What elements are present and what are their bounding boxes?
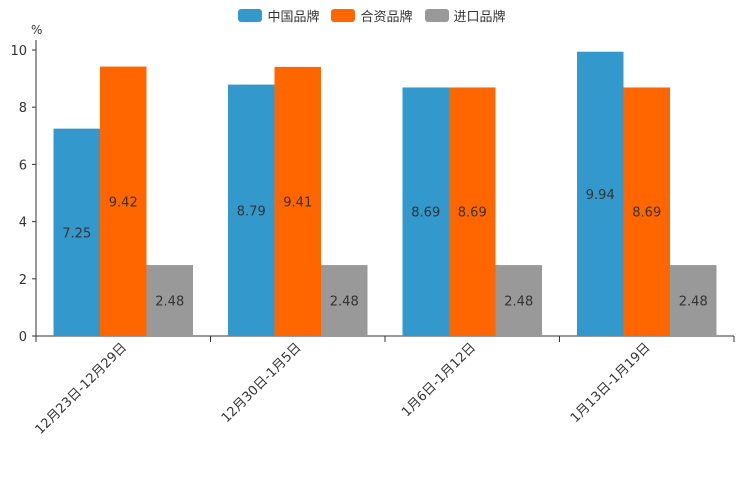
bar — [670, 265, 717, 336]
y-tick-label: 2 — [19, 273, 27, 288]
bar — [146, 265, 193, 336]
bar-data-label: 2.48 — [330, 295, 359, 310]
bar-data-label: 9.94 — [586, 188, 615, 203]
y-tick-label: 6 — [19, 158, 27, 173]
x-category-label: 12月30日-1月5日 — [219, 340, 305, 426]
bar — [53, 128, 100, 336]
x-category-label: 12月23日-12月29日 — [33, 340, 130, 437]
legend-label-domestic: 中国品牌 — [267, 10, 320, 25]
bar-data-label: 2.48 — [155, 295, 184, 310]
legend-item-domestic[interactable]: 中国品牌 — [238, 6, 319, 25]
bar — [321, 265, 368, 336]
bar — [228, 84, 275, 336]
bar-data-label: 8.69 — [411, 206, 440, 221]
y-axis-unit-label: % — [31, 23, 42, 37]
legend-label-imported: 进口品牌 — [453, 10, 506, 25]
legend-swatch-joint-venture — [331, 9, 356, 22]
legend: 中国品牌 合资品牌 进口品牌 — [0, 6, 744, 25]
x-category-label: 1月6日-1月12日 — [399, 340, 479, 420]
legend-swatch-imported — [424, 9, 449, 22]
bar-data-label: 2.48 — [504, 295, 533, 310]
bar-data-label: 2.48 — [679, 295, 708, 310]
bar — [274, 66, 321, 337]
bar — [623, 87, 670, 336]
bar — [577, 51, 624, 336]
y-tick-label: 4 — [19, 216, 27, 231]
plot-area: 0 2 4 6 8 10 7.25 9.42 2.48 12月23日-12月29日 8.79 9.41… — [10, 40, 735, 438]
legend-item-imported[interactable]: 进口品牌 — [424, 6, 506, 25]
bar — [449, 87, 496, 336]
bar — [402, 87, 449, 336]
bar-data-label: 9.42 — [109, 195, 138, 210]
bar — [495, 265, 542, 336]
bar — [100, 66, 147, 336]
x-category-label: 1月13日-1月19日 — [568, 340, 654, 426]
legend-swatch-domestic — [238, 9, 263, 22]
legend-item-joint-venture[interactable]: 合资品牌 — [331, 6, 413, 25]
bar-data-label: 7.25 — [62, 226, 91, 241]
bar-data-label: 8.69 — [458, 206, 487, 221]
y-tick-label: 8 — [19, 101, 27, 116]
bar-data-label: 8.69 — [632, 206, 661, 221]
bar-data-label: 8.79 — [237, 204, 266, 219]
y-tick-label: 10 — [10, 44, 27, 59]
bar-data-label: 9.41 — [283, 195, 312, 210]
legend-label-joint-venture: 合资品牌 — [360, 10, 413, 25]
y-tick-label: 0 — [19, 330, 27, 345]
